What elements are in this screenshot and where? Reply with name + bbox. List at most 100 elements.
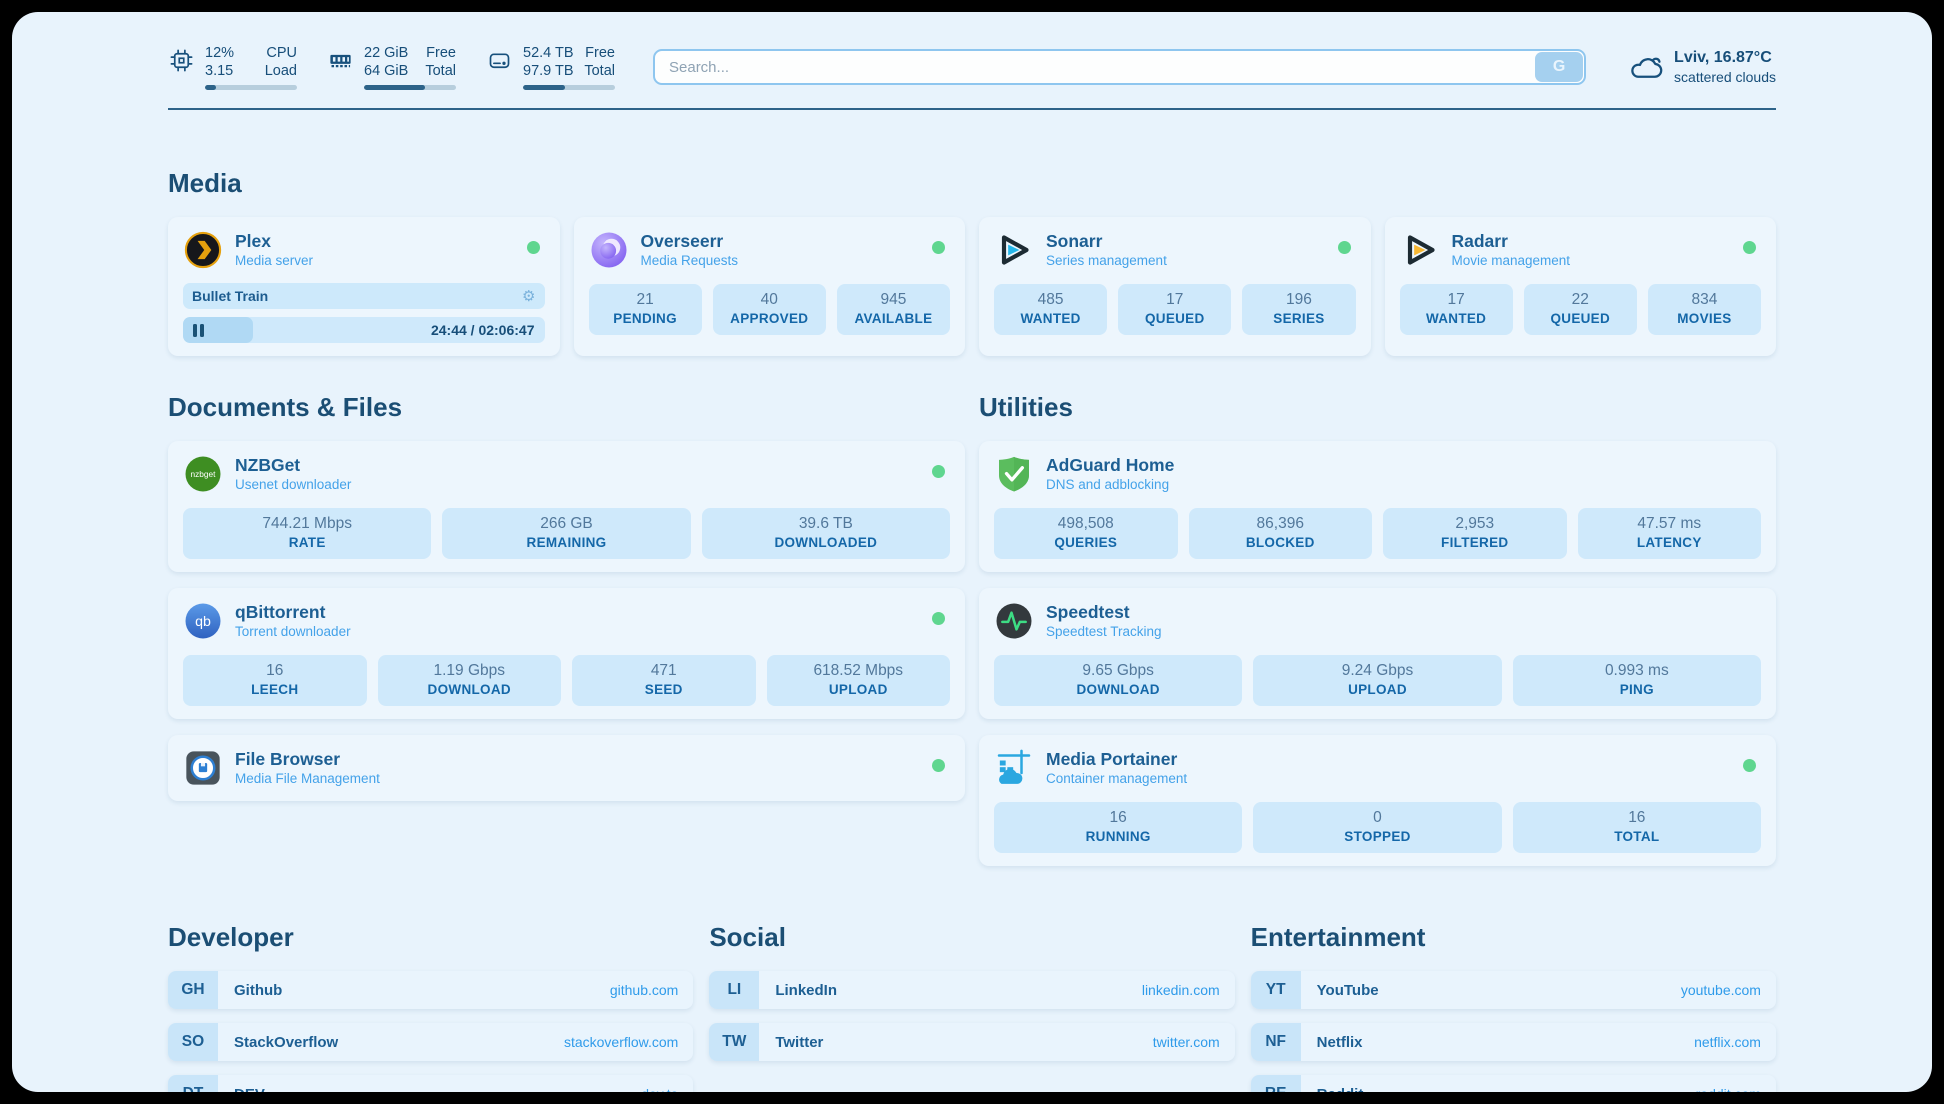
stat-value: 39.6 TB: [798, 515, 853, 532]
card-subtitle: Container management: [1046, 771, 1188, 786]
bookmark-name: Netflix: [1316, 1033, 1363, 1051]
svg-text:nzbget: nzbget: [190, 469, 216, 479]
bookmark-name: DEV: [234, 1086, 265, 1093]
bookmark-abbr: TW: [709, 1023, 760, 1061]
card-overseerr[interactable]: Overseerr Media Requests 21 PENDING 40 A…: [573, 217, 965, 356]
status-dot: [1743, 241, 1756, 254]
stat-value: 471: [650, 662, 677, 679]
stat-box: 834 MOVIES: [1647, 284, 1762, 335]
bookmark-stackoverflow[interactable]: SO StackOverflow stackoverflow.com: [168, 1023, 694, 1061]
bookmark-abbr: YT: [1250, 971, 1301, 1009]
ram-total-label: Total: [425, 63, 456, 79]
stat-value: 17: [1166, 291, 1184, 308]
stat-label: UPLOAD: [828, 682, 888, 697]
bookmark-youtube[interactable]: YT YouTube youtube.com: [1250, 971, 1776, 1009]
card-sonarr[interactable]: Sonarr Series management 485 WANTED 17 Q…: [979, 217, 1371, 356]
bookmark-url: netflix.com: [1694, 1034, 1761, 1050]
card-title: NZBGet: [235, 455, 301, 475]
card-plex[interactable]: Plex Media server Bullet Train ⚙ 24:44 /…: [168, 217, 560, 356]
portainer-icon: [994, 748, 1034, 788]
bookmark-abbr: GH: [168, 971, 218, 1009]
stat-label: PENDING: [613, 311, 677, 326]
bookmark-url: youtube.com: [1680, 982, 1761, 998]
stat-value: 196: [1285, 291, 1312, 308]
card-filebrowser[interactable]: File Browser Media File Management: [168, 735, 965, 801]
bookmark-url: twitter.com: [1152, 1034, 1220, 1050]
stat-value: 9.65 Gbps: [1082, 662, 1154, 679]
stat-box: 618.52 Mbps UPLOAD: [766, 655, 950, 706]
card-radarr[interactable]: Radarr Movie management 17 WANTED 22 QUE…: [1384, 217, 1776, 356]
stat-label: DOWNLOAD: [1076, 682, 1160, 697]
card-title: Speedtest: [1046, 602, 1130, 622]
section-title-utilities: Utilities: [979, 392, 1073, 422]
stat-value: 21: [636, 291, 654, 308]
disk-icon: [489, 53, 510, 69]
search-input[interactable]: [653, 49, 1587, 85]
card-title: Radarr: [1451, 231, 1508, 251]
stat-label: WANTED: [1425, 311, 1487, 326]
card-qbittorrent[interactable]: qb qBittorrent Torrent downloader 16 LEE…: [168, 588, 965, 719]
system-widgets: 12% 3.15 CPU Load: [168, 44, 615, 90]
section-utilities: Utilities AdGuard Home: [979, 392, 1776, 866]
ram-icon: [330, 54, 351, 68]
now-playing-row: Bullet Train ⚙: [183, 283, 545, 309]
stat-label: SERIES: [1273, 311, 1325, 326]
stat-label: RATE: [288, 535, 326, 550]
card-subtitle: Usenet downloader: [235, 477, 352, 492]
stat-label: LEECH: [251, 682, 299, 697]
stat-value: 16: [1109, 809, 1127, 826]
stat-value: 266 GB: [540, 515, 593, 532]
card-nzbget[interactable]: nzbget NZBGet Usenet downloader 744.21 M…: [168, 441, 965, 572]
stat-label: QUEUED: [1144, 311, 1205, 326]
stat-value: 945: [880, 291, 907, 308]
stat-label: TOTAL: [1614, 829, 1660, 844]
ram-total-value: 64 GiB: [364, 63, 409, 79]
stat-label: LATENCY: [1636, 535, 1702, 550]
card-portainer[interactable]: Media Portainer Container management 16 …: [979, 735, 1776, 866]
bookmark-dev[interactable]: DT DEV dev.to: [168, 1075, 694, 1093]
pause-icon[interactable]: [193, 323, 204, 337]
stat-value: 16: [266, 662, 284, 679]
cpu-load-value: 3.15: [205, 63, 234, 79]
section-social: Social LI LinkedIn linkedin.com TW Twitt…: [709, 922, 1235, 1092]
stat-box: 16 RUNNING: [994, 802, 1243, 853]
stat-label: DOWNLOAD: [427, 682, 511, 697]
bookmark-linkedin[interactable]: LI LinkedIn linkedin.com: [709, 971, 1235, 1009]
card-title: File Browser: [235, 749, 341, 769]
stat-label: QUEUED: [1550, 311, 1611, 326]
stat-box: 2,953 FILTERED: [1383, 508, 1567, 559]
disk-total-label: Total: [584, 63, 615, 79]
card-subtitle: Speedtest Tracking: [1046, 624, 1162, 639]
card-subtitle: Torrent downloader: [235, 624, 351, 639]
card-subtitle: Media Requests: [640, 253, 739, 268]
status-dot: [932, 612, 945, 625]
weather-condition: scattered clouds: [1674, 69, 1776, 85]
google-search-button[interactable]: G: [1535, 52, 1584, 82]
section-developer: Developer GH Github github.com SO StackO…: [168, 922, 694, 1093]
stat-label: APPROVED: [730, 311, 809, 326]
bookmark-reddit[interactable]: RE Reddit reddit.com: [1250, 1075, 1776, 1092]
stat-label: FILTERED: [1441, 535, 1509, 550]
overseerr-icon: [589, 230, 629, 270]
stat-box: 17 QUEUED: [1118, 284, 1232, 335]
card-speedtest[interactable]: Speedtest Speedtest Tracking 9.65 Gbps D…: [979, 588, 1776, 719]
weather-widget: Lviv, 16.87°C scattered clouds: [1628, 48, 1776, 86]
card-title: Media Portainer: [1046, 749, 1178, 769]
card-adguard[interactable]: AdGuard Home DNS and adblocking 498,508 …: [979, 441, 1776, 572]
cpu-usage-value: 12%: [205, 45, 235, 61]
stat-value: 47.57 ms: [1637, 515, 1702, 532]
card-title: Plex: [235, 231, 271, 251]
stat-box: 498,508 QUERIES: [994, 508, 1178, 559]
ram-free-value: 22 GiB: [364, 45, 409, 61]
stat-box: 0.993 ms PING: [1512, 655, 1761, 706]
qbittorrent-icon: qb: [183, 601, 223, 641]
bookmark-github[interactable]: GH Github github.com: [168, 971, 694, 1009]
bookmark-netflix[interactable]: NF Netflix netflix.com: [1250, 1023, 1776, 1061]
stat-label: UPLOAD: [1348, 682, 1407, 697]
stat-value: 0.993 ms: [1604, 662, 1669, 679]
stat-label: QUERIES: [1054, 535, 1118, 550]
section-entertainment: Entertainment YT YouTube youtube.com NF …: [1250, 922, 1776, 1092]
gear-icon[interactable]: ⚙: [522, 287, 536, 305]
bookmark-name: Twitter: [775, 1033, 824, 1051]
bookmark-twitter[interactable]: TW Twitter twitter.com: [709, 1023, 1235, 1061]
